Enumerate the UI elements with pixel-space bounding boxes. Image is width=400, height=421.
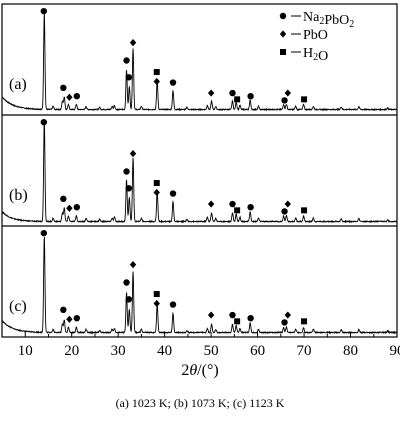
- circle-marker: [125, 185, 133, 192]
- square-marker: [153, 180, 160, 187]
- circle-marker: [40, 229, 48, 237]
- circle-marker: [169, 190, 177, 197]
- circle-marker: [60, 306, 67, 313]
- diamond-marker: [284, 89, 291, 97]
- circle-marker: [123, 57, 130, 64]
- circle-marker: [40, 118, 48, 126]
- circle-marker: [281, 97, 288, 104]
- xrd-pattern-line: [1, 236, 398, 335]
- circle-marker: [169, 301, 177, 308]
- circle-marker: [123, 279, 130, 286]
- square-marker: [234, 207, 241, 214]
- legend-circle-icon: [279, 12, 287, 20]
- x-tick-label: 80: [343, 343, 358, 359]
- x-axis-title: 2θ/(°): [181, 362, 218, 379]
- square-marker: [234, 96, 241, 103]
- figure-caption: (a) 1023 K; (b) 1073 K; (c) 1123 K: [115, 396, 285, 410]
- panel-label: (b): [9, 187, 28, 204]
- square-marker: [301, 207, 308, 214]
- circle-marker: [125, 296, 133, 303]
- legend-label: PbO: [303, 28, 328, 43]
- circle-marker: [60, 195, 67, 202]
- circle-marker: [73, 204, 81, 211]
- circle-marker: [281, 319, 288, 326]
- circle-marker: [169, 79, 177, 86]
- square-marker: [301, 318, 308, 325]
- circle-marker: [247, 204, 254, 211]
- square-marker: [301, 96, 308, 103]
- square-marker: [153, 291, 160, 298]
- x-tick-label: 60: [250, 343, 265, 359]
- diamond-marker: [207, 200, 215, 208]
- circle-marker: [281, 208, 288, 215]
- circle-marker: [40, 7, 48, 15]
- diamond-marker: [129, 261, 137, 269]
- circle-marker: [60, 84, 67, 92]
- panel-label: (c): [9, 298, 27, 315]
- xrd-pattern-line: [1, 120, 397, 224]
- diamond-marker: [66, 204, 73, 212]
- legend-square-icon: [280, 49, 286, 55]
- diamond-marker: [284, 311, 291, 319]
- x-tick-label: 50: [204, 343, 219, 359]
- diamond-marker: [66, 93, 73, 101]
- diamond-marker: [207, 311, 215, 319]
- circle-marker: [73, 93, 81, 100]
- circle-marker: [229, 311, 236, 319]
- plot-frame: [1, 3, 398, 338]
- diamond-marker: [153, 77, 160, 86]
- diamond-marker: [207, 89, 215, 97]
- diamond-marker: [129, 39, 137, 47]
- x-tick-label: 30: [111, 343, 126, 359]
- circle-marker: [229, 89, 236, 97]
- legend-label: Na2PbO2: [303, 10, 354, 30]
- x-tick-label: 10: [18, 343, 33, 359]
- xrd-pattern-line: [1, 13, 397, 112]
- diamond-marker: [153, 188, 160, 197]
- circle-marker: [123, 168, 130, 175]
- square-marker: [153, 69, 160, 76]
- diamond-marker: [129, 150, 137, 158]
- x-tick-label: 20: [64, 343, 79, 359]
- diamond-marker: [284, 200, 291, 208]
- circle-marker: [73, 315, 81, 322]
- circle-marker: [247, 93, 254, 100]
- circle-marker: [229, 200, 236, 208]
- panel-label: (a): [9, 76, 27, 93]
- diamond-marker: [153, 299, 160, 308]
- circle-marker: [125, 74, 133, 81]
- legend-label: H2O: [303, 46, 328, 64]
- square-marker: [234, 318, 241, 325]
- x-tick-label: 70: [297, 343, 312, 359]
- x-tick-label: 40: [157, 343, 172, 359]
- x-tick-label: 90: [390, 343, 400, 359]
- circle-marker: [247, 315, 254, 322]
- legend-diamond-icon: [279, 30, 287, 38]
- diamond-marker: [66, 315, 73, 323]
